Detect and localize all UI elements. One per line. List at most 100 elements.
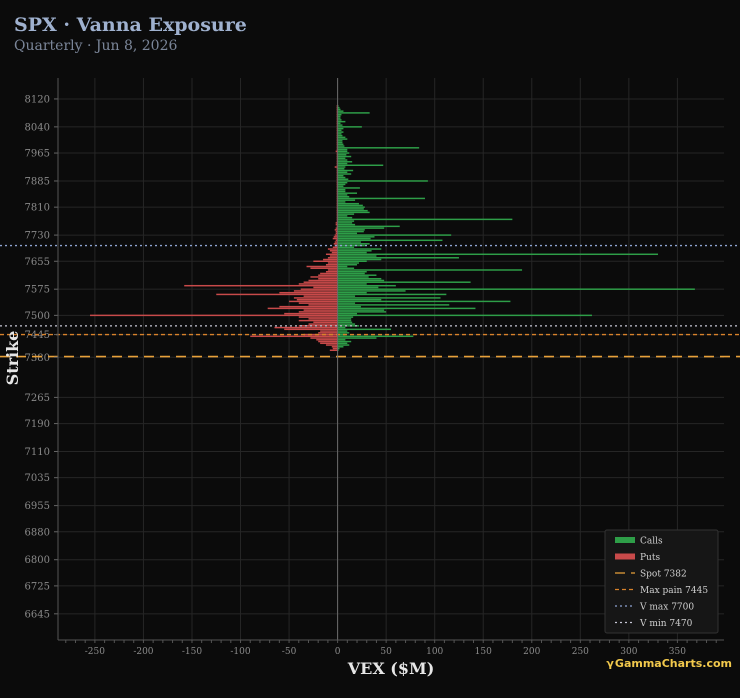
put-bar <box>320 342 338 345</box>
put-bar <box>298 283 338 285</box>
put-bar <box>327 269 338 271</box>
put-bar <box>306 265 338 268</box>
call-bar <box>337 143 344 146</box>
put-bar <box>293 297 338 299</box>
call-bar <box>337 309 385 311</box>
call-bar <box>337 302 356 304</box>
call-bar <box>337 199 356 201</box>
call-bar <box>337 239 443 242</box>
call-bar <box>337 140 343 142</box>
y-axis-ticks: 6645 6725 6800 6880 6955 7035 7110 7190 7265 7380… <box>25 94 50 620</box>
call-bar <box>337 236 375 238</box>
call-bar <box>337 206 365 208</box>
call-bar <box>337 159 348 161</box>
call-bar <box>337 194 348 196</box>
put-bar <box>308 323 338 325</box>
call-bar <box>337 152 350 154</box>
call-bar <box>337 183 346 186</box>
call-bar <box>337 265 348 268</box>
put-bar <box>274 326 338 329</box>
call-bar <box>337 298 382 301</box>
call-bar <box>337 154 347 156</box>
put-bar <box>335 150 338 153</box>
x-tick-label: 350 <box>669 647 686 657</box>
legend-label: Calls <box>640 537 663 547</box>
call-bar <box>337 293 447 296</box>
put-bar <box>250 335 338 338</box>
call-bar <box>337 124 343 126</box>
y-axis-label: Strike <box>3 331 22 386</box>
put-bar <box>329 250 338 252</box>
call-bar <box>337 253 658 256</box>
call-bar <box>337 246 355 249</box>
y-tick-label: 7575 <box>25 285 50 296</box>
call-bar <box>337 164 384 167</box>
call-bar <box>337 222 353 224</box>
reference-lines <box>0 244 740 358</box>
put-bar <box>284 328 338 331</box>
call-bar <box>337 126 362 128</box>
y-tick-label: 7265 <box>25 393 50 404</box>
call-bar <box>337 300 511 303</box>
put-bar <box>300 288 338 290</box>
call-bar <box>337 257 459 259</box>
call-bar <box>337 136 346 139</box>
put-bar <box>331 346 338 348</box>
call-bar <box>337 347 340 350</box>
y-tick-label: 8120 <box>25 94 50 105</box>
call-bar <box>337 225 400 228</box>
put-bar <box>318 274 338 276</box>
call-bar <box>337 106 340 109</box>
put-bar <box>313 286 338 289</box>
call-bar <box>337 227 385 229</box>
put-bar <box>310 337 338 339</box>
call-bar <box>337 133 342 135</box>
call-bar <box>337 337 377 339</box>
call-bar <box>337 190 346 193</box>
call-bar <box>337 112 370 114</box>
call-bar <box>337 173 352 175</box>
x-axis-ticks: -250 -200 -150 -100 -50 0 50 100 150 200 250 300 350 <box>85 647 686 657</box>
call-bar <box>337 115 341 118</box>
put-bar <box>289 300 338 303</box>
x-tick-label: 0 <box>335 647 341 657</box>
call-bar <box>337 267 355 269</box>
put-bar <box>279 291 338 294</box>
x-tick-label: 100 <box>426 647 443 657</box>
call-bar <box>337 204 363 207</box>
call-bar <box>337 277 382 280</box>
call-bar <box>337 208 364 210</box>
put-bar <box>310 267 338 269</box>
put-bar <box>334 241 338 243</box>
call-bar <box>337 113 342 116</box>
call-bar <box>337 138 348 140</box>
call-bar <box>337 187 360 189</box>
put-bar <box>318 277 338 280</box>
y-tick-label: 7730 <box>25 231 50 242</box>
call-bar <box>337 333 346 336</box>
legend-label: Spot 7382 <box>640 570 687 580</box>
call-bar <box>337 166 346 168</box>
put-bar <box>329 349 338 352</box>
call-bar <box>337 202 359 205</box>
call-bar <box>337 290 406 292</box>
call-bar <box>337 250 372 252</box>
call-bar <box>337 145 345 147</box>
call-bar <box>337 178 349 180</box>
call-bar <box>337 232 358 235</box>
put-bar <box>316 339 338 341</box>
y-tick-label: 6800 <box>25 555 50 566</box>
put-bar <box>327 262 338 264</box>
call-bar <box>337 157 346 160</box>
call-bar <box>337 297 441 299</box>
brand-text: GammaCharts.com <box>614 657 732 670</box>
call-bar <box>337 131 344 133</box>
call-bar <box>337 319 352 322</box>
put-bar <box>298 316 338 318</box>
call-bar <box>337 216 353 219</box>
call-bar <box>337 215 348 217</box>
y-tick-label: 8040 <box>25 122 50 133</box>
call-bar <box>337 129 342 132</box>
call-bar <box>337 174 344 177</box>
